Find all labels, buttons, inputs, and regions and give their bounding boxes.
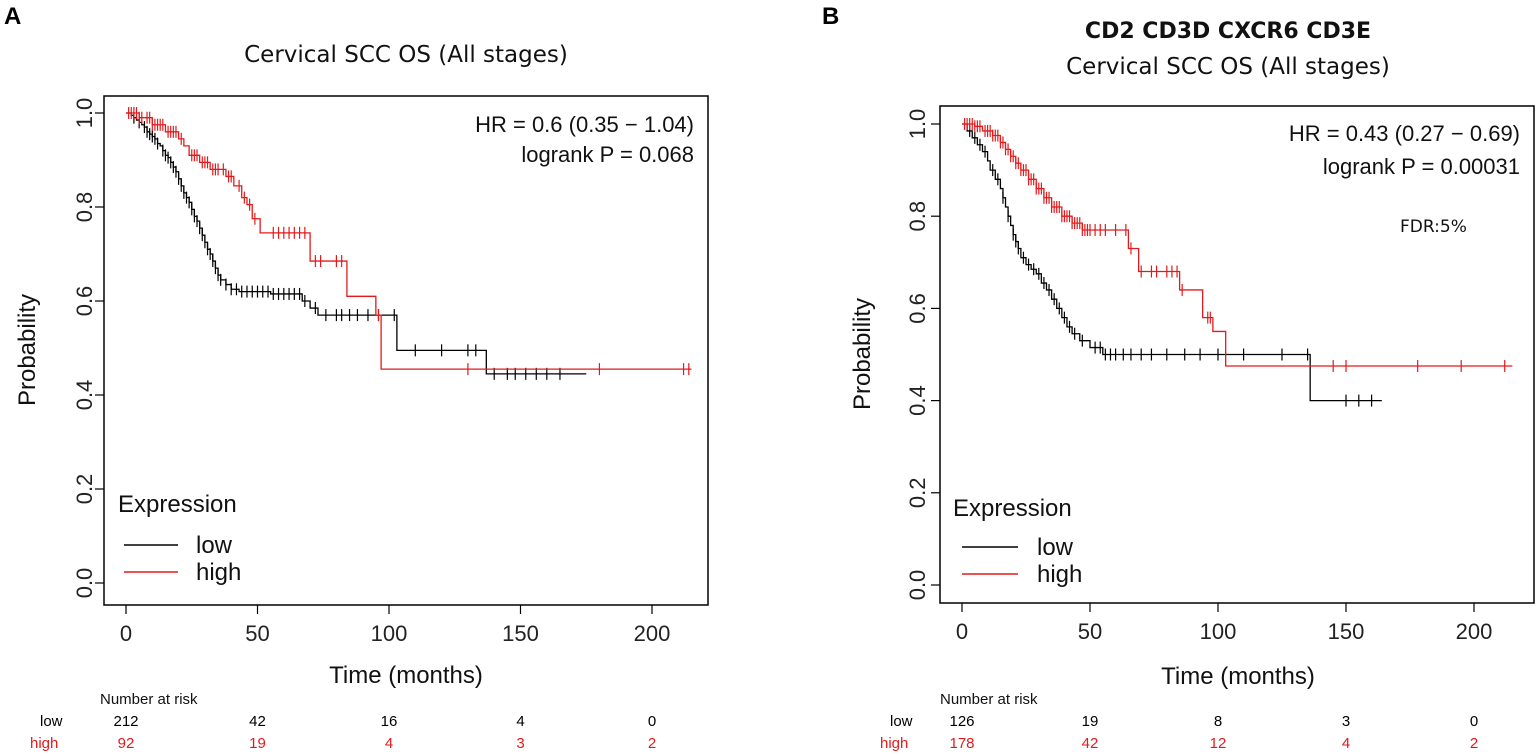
risk-value-low: 8 — [1214, 713, 1222, 730]
risk-row-label-low: low — [40, 713, 63, 730]
axis-ticks: 0 50 100 150 200 0.0 0.2 0.4 0.6 0.8 1.0 — [905, 109, 1492, 644]
y-axis-label: Probability — [14, 294, 41, 406]
panel-letter: B — [822, 3, 839, 30]
legend-title: Expression — [953, 495, 1072, 522]
risk-value-low: 19 — [1082, 713, 1099, 730]
x-tick-label: 200 — [634, 621, 671, 646]
axis-ticks: 0 50 100 150 200 0.0 0.2 0.4 0.6 0.8 1.0 — [72, 98, 670, 646]
chart-title: Cervical SCC OS (All stages) — [244, 42, 568, 68]
risk-row-label-high: high — [30, 735, 58, 752]
x-tick-label: 0 — [956, 619, 968, 644]
y-tick-label: 0.6 — [72, 286, 97, 317]
legend-item-high: high — [1037, 561, 1082, 588]
hazard-ratio: HR = 0.6 (0.35 − 1.04) — [475, 112, 694, 137]
risk-row-label-low: low — [890, 713, 913, 730]
risk-value-high: 178 — [949, 735, 974, 752]
risk-value-high: 19 — [249, 735, 266, 752]
y-tick-label: 0.2 — [905, 478, 930, 509]
x-tick-label: 100 — [1200, 619, 1237, 644]
y-tick-label: 0.0 — [72, 568, 97, 599]
x-tick-label: 150 — [1328, 619, 1365, 644]
risk-table-header: Number at risk — [100, 691, 198, 708]
risk-value-low: 16 — [381, 713, 398, 730]
risk-value-high: 2 — [1470, 735, 1478, 752]
gene-signature-title: CD2 CD3D CXCR6 CD3E — [1085, 19, 1371, 44]
risk-value-low: 4 — [516, 713, 524, 730]
risk-value-low: 3 — [1342, 713, 1350, 730]
risk-row-label-high: high — [880, 735, 908, 752]
risk-table-header: Number at risk — [940, 691, 1038, 708]
risk-value-high: 3 — [516, 735, 524, 752]
y-tick-label: 0.4 — [905, 385, 930, 416]
x-axis-label: Time (months) — [329, 662, 483, 689]
panel-a: A Cervical SCC OS (All stages) 0 50 100 150… — [4, 3, 709, 752]
risk-value-low: 0 — [1470, 713, 1478, 730]
series-group — [126, 107, 692, 380]
survival-curve-low — [962, 123, 1382, 402]
chart-title: Cervical SCC OS (All stages) — [1066, 54, 1390, 80]
hazard-ratio: HR = 0.43 (0.27 − 0.69) — [1289, 121, 1520, 146]
x-tick-label: 150 — [502, 621, 539, 646]
y-tick-label: 0.8 — [72, 192, 97, 223]
x-tick-label: 0 — [120, 621, 132, 646]
risk-value-low: 126 — [949, 713, 974, 730]
y-tick-label: 0.4 — [72, 380, 97, 411]
legend-title: Expression — [118, 491, 237, 518]
risk-value-low: 0 — [648, 713, 656, 730]
y-tick-label: 0.2 — [72, 474, 97, 505]
risk-value-high: 2 — [648, 735, 656, 752]
logrank-p: logrank P = 0.00031 — [1323, 154, 1520, 179]
risk-value-high: 12 — [1210, 735, 1227, 752]
series-group — [962, 118, 1513, 407]
survival-curve-low — [126, 112, 587, 375]
risk-value-high: 4 — [385, 735, 393, 752]
plot-frame — [939, 105, 1535, 604]
y-axis-label: Probability — [849, 298, 876, 410]
x-tick-label: 50 — [1078, 619, 1102, 644]
fdr-annotation: FDR:5% — [1400, 217, 1467, 237]
y-tick-label: 1.0 — [905, 109, 930, 140]
y-tick-label: 0.0 — [905, 570, 930, 601]
legend-item-high: high — [196, 559, 241, 586]
x-tick-label: 200 — [1456, 619, 1493, 644]
x-axis-label: Time (months) — [1161, 663, 1315, 690]
y-tick-label: 0.8 — [905, 201, 930, 232]
panel-b: B CD2 CD3D CXCR6 CD3E Cervical SCC OS (A… — [822, 3, 1535, 752]
risk-values: 212 42 16 4 0 92 19 4 3 2 — [113, 713, 656, 752]
y-tick-label: 0.6 — [905, 293, 930, 324]
risk-value-low: 42 — [249, 713, 266, 730]
y-tick-label: 1.0 — [72, 98, 97, 129]
legend-item-low: low — [196, 532, 233, 559]
legend-item-low: low — [1037, 534, 1074, 561]
x-tick-label: 100 — [371, 621, 408, 646]
logrank-p: logrank P = 0.068 — [521, 142, 694, 167]
plot-frame — [103, 95, 709, 606]
risk-value-high: 4 — [1342, 735, 1350, 752]
risk-value-low: 212 — [113, 713, 138, 730]
risk-value-high: 42 — [1082, 735, 1099, 752]
panel-letter: A — [4, 3, 21, 30]
risk-value-high: 92 — [118, 735, 135, 752]
x-tick-label: 50 — [245, 621, 269, 646]
